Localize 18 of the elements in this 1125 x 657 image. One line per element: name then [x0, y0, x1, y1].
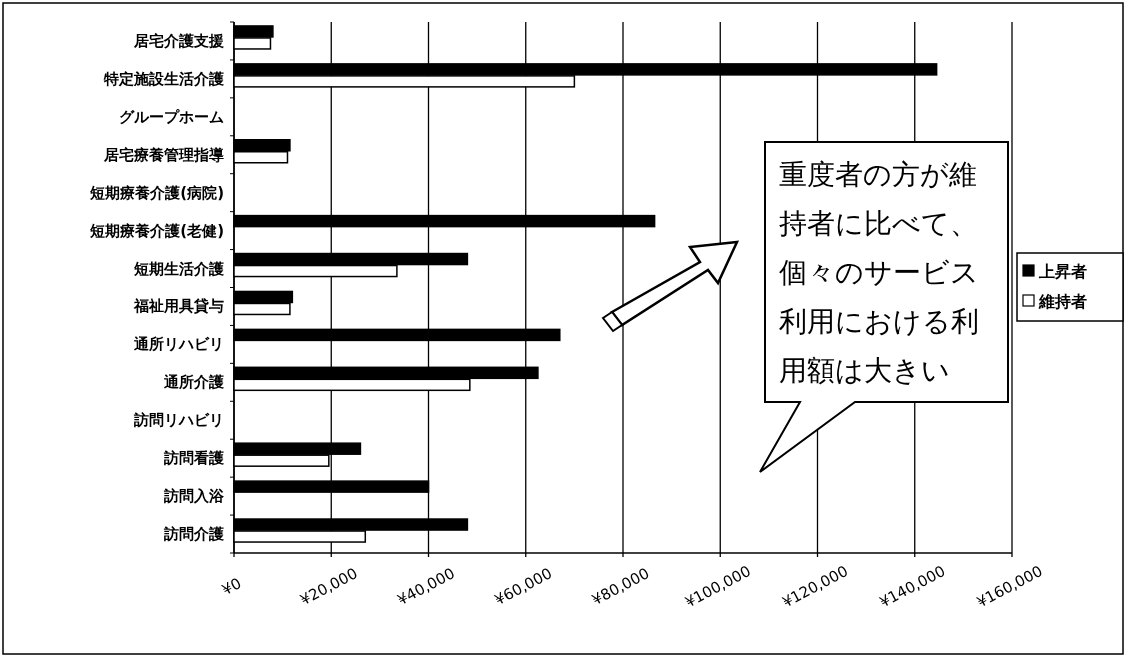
y-tick-label: 訪問入浴 — [163, 487, 225, 506]
y-tick-label: 短期療養介護(老健) — [89, 221, 224, 240]
y-tick-label: 短期生活介護 — [133, 259, 224, 278]
y-tick-label: 居宅介護支援 — [133, 31, 224, 50]
x-tick-label: ¥0 — [219, 574, 245, 600]
y-tick-label: 短期療養介護(病院) — [89, 183, 224, 202]
y-tick-label: 訪問リハビリ — [133, 411, 224, 430]
y-tick-label: グループホーム — [119, 107, 224, 126]
legend-label: 維持者 — [1038, 292, 1087, 311]
y-tick-label: 特定施設生活介護 — [103, 69, 224, 88]
y-tick-label: 訪問介護 — [163, 525, 224, 544]
y-tick-label: 訪問看護 — [163, 449, 224, 468]
y-tick-label: 通所リハビリ — [133, 335, 224, 354]
legend-label: 上昇者 — [1038, 262, 1087, 281]
y-tick-label: 通所介護 — [163, 373, 224, 392]
annotation: 重度者の方が維持者に比べて、個々のサービス利用における利用額は大きい — [779, 158, 979, 387]
y-tick-label: 福祉用具貸与 — [133, 297, 224, 316]
y-tick-label: 居宅療養管理指導 — [103, 145, 224, 164]
